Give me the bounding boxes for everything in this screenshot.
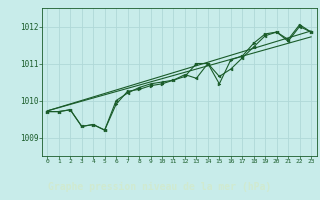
- Text: Graphe pression niveau de la mer (hPa): Graphe pression niveau de la mer (hPa): [48, 182, 272, 192]
